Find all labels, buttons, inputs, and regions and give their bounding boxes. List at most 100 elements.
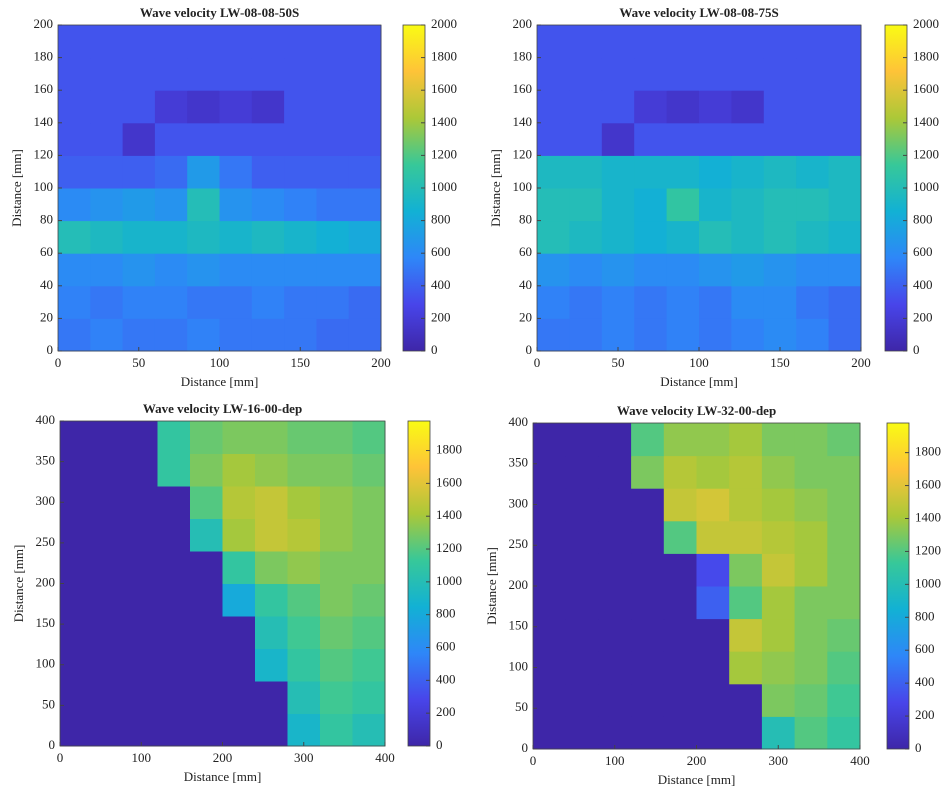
x-tick-label: 100: [132, 750, 152, 765]
heat-cell: [122, 253, 156, 287]
heat-cell: [761, 553, 796, 587]
heat-cell: [794, 520, 828, 554]
heat-cell: [187, 25, 220, 59]
heat-cell: [348, 57, 382, 91]
heat-cell: [60, 616, 93, 649]
heat-cell: [190, 648, 223, 682]
chart-title: Wave velocity LW-16-00-dep: [143, 401, 302, 416]
y-tick-label: 250: [36, 534, 56, 549]
heat-cell: [729, 423, 763, 457]
heat-cell: [125, 421, 158, 454]
heat-cell: [60, 648, 93, 682]
heat-cell: [187, 155, 220, 189]
x-axis-label: Distance [mm]: [660, 374, 738, 389]
heat-cell: [696, 618, 730, 652]
heat-cell: [251, 25, 285, 59]
heat-cell: [794, 651, 828, 685]
heat-cell: [796, 318, 830, 352]
heat-cell: [222, 421, 256, 454]
heat-cell: [828, 318, 862, 352]
heat-cell: [154, 25, 188, 59]
heat-cell: [90, 220, 124, 254]
heat-cell: [154, 122, 188, 156]
y-axis-label: Distance [mm]: [9, 149, 24, 227]
heat-cell: [663, 716, 697, 750]
x-tick-label: 300: [769, 753, 789, 768]
heat-cell: [190, 421, 223, 454]
heat-cell: [565, 651, 599, 685]
heat-cell: [598, 455, 632, 489]
heat-cell: [569, 253, 603, 287]
heat-cell: [761, 488, 796, 522]
heat-cell: [58, 90, 91, 124]
colorbar-tick-label: 1000: [436, 573, 462, 588]
heat-cell: [763, 25, 797, 59]
heat-cell: [284, 90, 317, 124]
heat-cell: [533, 423, 567, 457]
x-tick-label: 0: [55, 355, 62, 370]
heat-cell: [251, 318, 285, 352]
heat-cell: [634, 220, 668, 254]
heat-cell: [763, 57, 797, 91]
heat-cell: [157, 648, 191, 682]
heat-cell: [794, 586, 828, 620]
colorbar-tick-label: 0: [431, 342, 438, 357]
colorbar-tick-label: 1200: [915, 542, 941, 557]
y-tick-label: 120: [513, 146, 533, 161]
heat-cell: [316, 155, 350, 189]
heat-cell: [122, 90, 156, 124]
heat-cell: [537, 57, 570, 91]
heat-cell: [255, 648, 288, 682]
heat-cell: [696, 683, 730, 717]
heat-cell: [154, 253, 188, 287]
heat-cell: [251, 155, 285, 189]
heat-cell: [122, 285, 156, 319]
heat-cell: [122, 220, 156, 254]
heat-cell: [663, 651, 697, 685]
colorbar-tick-label: 1800: [431, 49, 457, 64]
heat-cell: [699, 122, 732, 156]
heat-cell: [631, 488, 665, 522]
heat-cell: [794, 455, 828, 489]
heat-cell: [316, 90, 350, 124]
heat-cell: [601, 220, 635, 254]
heat-cell: [631, 651, 665, 685]
heat-cell: [565, 488, 599, 522]
heat-cell: [731, 318, 765, 352]
heat-cell: [352, 421, 386, 454]
heat-cell: [251, 122, 285, 156]
heat-cell: [794, 716, 828, 750]
heat-cell: [794, 488, 828, 522]
y-tick-label: 100: [513, 179, 533, 194]
x-tick-label: 100: [210, 355, 230, 370]
heat-cell: [255, 518, 288, 552]
heat-cell: [601, 25, 635, 59]
heat-cell: [663, 586, 697, 620]
y-tick-label: 40: [519, 277, 532, 292]
heat-cell: [157, 616, 191, 649]
heat-cell: [761, 716, 796, 750]
colorbar-tick-label: 1800: [436, 442, 462, 457]
colorbar-tick-label: 200: [913, 309, 933, 324]
heat-cell: [666, 220, 700, 254]
heat-cell: [731, 57, 765, 91]
y-axis-label: Distance [mm]: [484, 547, 499, 625]
heat-cell: [219, 318, 253, 352]
y-tick-label: 0: [526, 342, 533, 357]
heat-cell: [255, 713, 288, 747]
heat-cell: [316, 188, 350, 222]
heat-cell: [320, 583, 353, 617]
heat-cell: [796, 57, 830, 91]
heat-cell: [219, 90, 253, 124]
heat-cell: [796, 285, 830, 319]
heat-cell: [565, 455, 599, 489]
heat-cell: [827, 716, 861, 750]
heat-cell: [320, 713, 353, 747]
heat-cell: [122, 188, 156, 222]
heat-cell: [631, 520, 665, 554]
x-tick-label: 400: [375, 750, 395, 765]
heat-cell: [666, 122, 700, 156]
heat-cell: [190, 583, 223, 617]
heat-cell: [92, 453, 126, 487]
